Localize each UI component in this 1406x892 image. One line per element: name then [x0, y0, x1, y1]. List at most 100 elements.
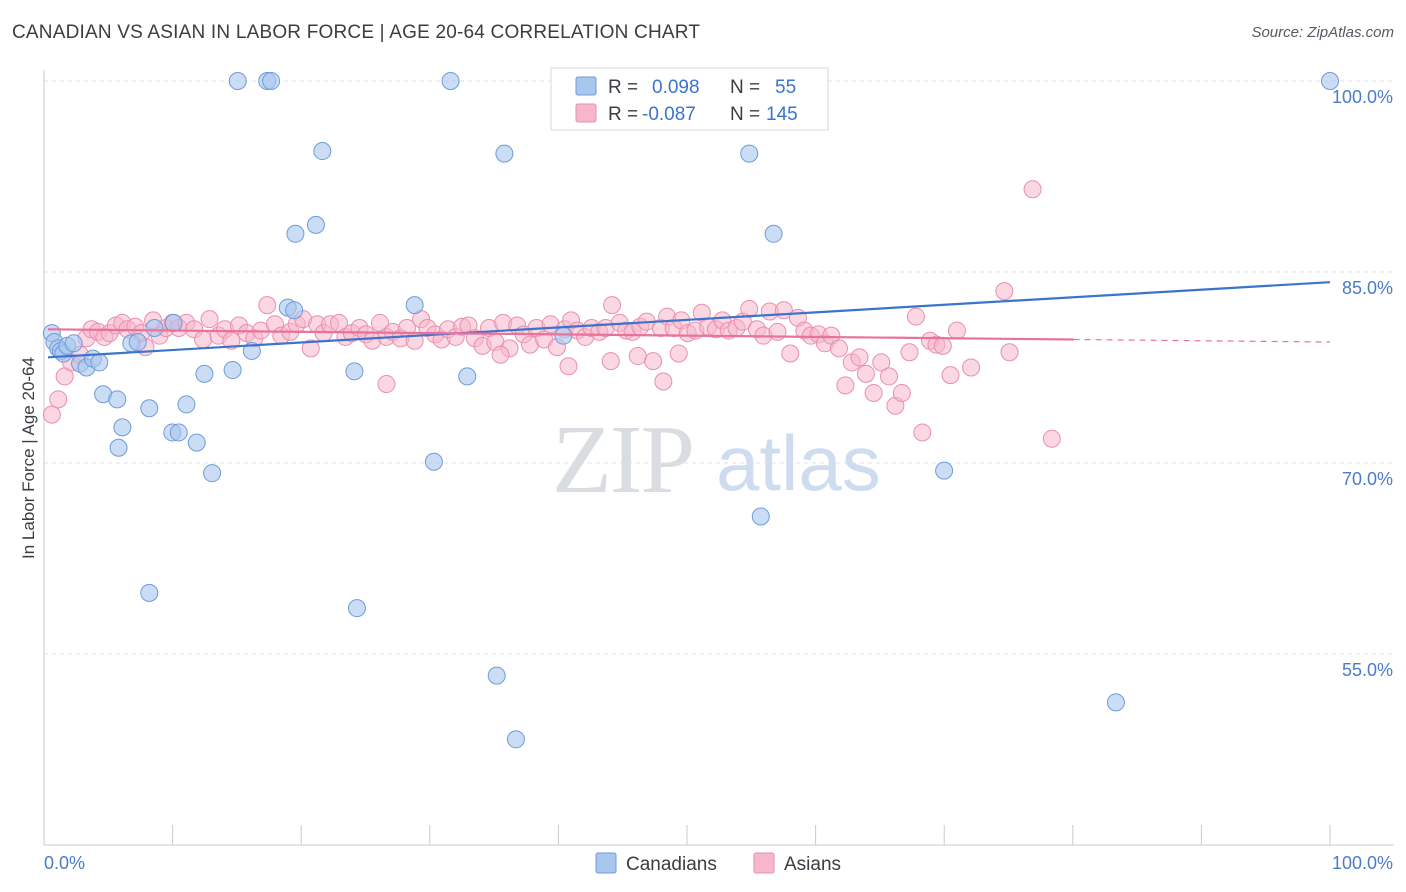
y-tick-label: 85.0%: [1342, 278, 1393, 298]
canadians-point: [223, 361, 242, 380]
asians-point: [962, 358, 981, 377]
asians-point: [49, 390, 68, 409]
canadians-point: [164, 313, 183, 332]
canadians-point: [306, 215, 325, 234]
asians-point: [194, 330, 213, 349]
canadians-point: [1106, 693, 1125, 712]
series-legend: Canadians Asians: [595, 852, 841, 875]
asians-trend-line: [47, 328, 1074, 341]
canadians-point: [90, 353, 109, 372]
asians-point: [628, 347, 647, 366]
x-tick-label-min: 0.0%: [44, 853, 85, 873]
canadians-point: [128, 333, 147, 352]
chart-title: CANADIAN VS ASIAN IN LABOR FORCE | AGE 2…: [12, 22, 701, 43]
asians-point: [913, 423, 932, 442]
canadians-point: [554, 326, 573, 345]
legend-box: [550, 67, 829, 131]
canadians-point: [187, 433, 206, 452]
canadians-point: [1321, 72, 1339, 90]
asians-point: [864, 383, 883, 402]
asians-point: [933, 336, 952, 355]
canadians-point: [441, 72, 460, 90]
asians-point: [892, 383, 911, 402]
canadians-point: [405, 296, 424, 315]
asians-point: [669, 344, 688, 363]
legend-n-label-1: N =: [730, 77, 760, 98]
legend-swatch-canadians: [575, 76, 597, 96]
asians-point: [222, 331, 241, 350]
canadians-point: [935, 461, 954, 480]
y-tick-label: 100.0%: [1332, 87, 1393, 107]
asians-point: [601, 352, 620, 371]
asians-point: [42, 405, 61, 424]
asians-point: [1023, 180, 1042, 199]
canadians-point: [347, 599, 366, 618]
canadians-trend-line: [47, 281, 1331, 359]
canadians-point: [345, 362, 364, 381]
x-tick-labels: 0.0% 100.0%: [44, 853, 1393, 873]
legend-n-label-2: N =: [730, 104, 760, 125]
asians-point: [768, 322, 787, 341]
axes: [43, 70, 1394, 846]
asians-point: [654, 372, 673, 391]
asians-series: [42, 180, 1061, 448]
asians-point: [740, 299, 759, 318]
asians-point: [900, 343, 919, 362]
canadians-point: [262, 72, 281, 90]
asians-point: [603, 296, 622, 315]
canadians-point: [108, 390, 127, 409]
canadians-point: [286, 224, 305, 243]
bottom-legend-swatch-asians: [753, 852, 775, 874]
canadians-point: [228, 72, 247, 90]
y-axis-title: In Labor Force | Age 20-64: [19, 357, 38, 559]
bottom-legend-asians: Asians: [784, 854, 841, 875]
asians-point: [856, 364, 875, 383]
canadians-point: [145, 319, 164, 338]
legend-n-value-2: 145: [766, 104, 798, 125]
asians-point: [906, 307, 925, 326]
canadians-point: [495, 144, 514, 163]
gridlines: [44, 80, 1394, 655]
asians-point: [644, 352, 663, 371]
trend-lines: [47, 281, 1331, 359]
asians-point: [947, 321, 966, 340]
canadians-point: [313, 142, 332, 161]
legend-r-label-2: R =: [608, 104, 638, 125]
canadians-point: [64, 334, 83, 353]
canadians-point: [740, 144, 759, 163]
canadians-point: [506, 730, 525, 749]
asians-point: [491, 345, 510, 364]
asians-point: [1042, 429, 1061, 448]
source-credit: Source: ZipAtlas.com: [1251, 24, 1394, 41]
asians-point: [995, 282, 1014, 301]
canadians-point: [113, 418, 132, 437]
canadians-point: [487, 666, 506, 685]
canadians-point: [458, 367, 477, 386]
legend-n-value-1: 55: [775, 77, 796, 98]
canadians-point: [203, 464, 222, 483]
asians-point: [200, 310, 219, 329]
canadians-series: [42, 72, 1339, 749]
asians-point: [377, 375, 396, 394]
watermark-zip: ZIP: [552, 406, 693, 514]
y-tick-label: 55.0%: [1342, 660, 1393, 680]
asians-trend-extension: [1073, 338, 1331, 343]
legend-r-value-1: 0.098: [652, 77, 700, 98]
legend-swatch-asians: [575, 103, 597, 123]
asians-point: [836, 376, 855, 395]
legend-r-value-2: -0.087: [642, 104, 696, 125]
canadians-point: [140, 399, 159, 418]
y-tick-labels: 55.0% 70.0% 85.0% 100.0%: [1332, 87, 1393, 680]
asians-point: [941, 366, 960, 385]
bottom-legend-canadians: Canadians: [626, 854, 717, 875]
canadians-point: [764, 224, 783, 243]
y-tick-label: 70.0%: [1342, 469, 1393, 489]
canadians-point: [109, 438, 128, 457]
x-tick-label-max: 100.0%: [1332, 853, 1393, 873]
canadians-point: [424, 452, 443, 471]
canadians-point: [195, 364, 214, 383]
asians-point: [258, 296, 277, 315]
canadians-point: [751, 507, 770, 526]
asians-point: [829, 339, 848, 358]
